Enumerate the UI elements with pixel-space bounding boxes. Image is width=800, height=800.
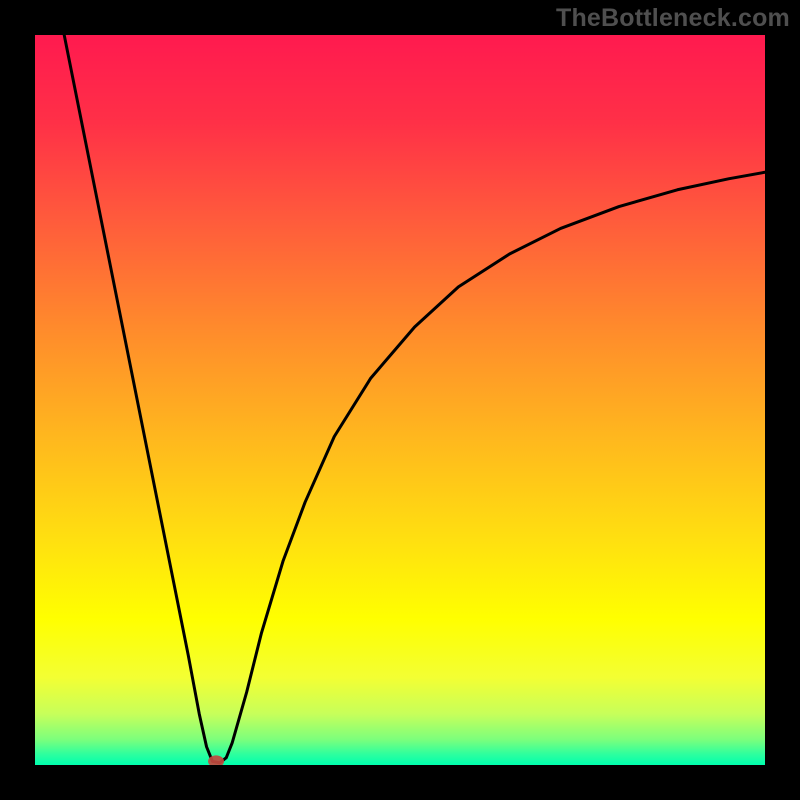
curve-layer <box>35 35 765 765</box>
chart-frame: TheBottleneck.com <box>0 0 800 800</box>
plot-area <box>35 35 765 765</box>
curve-path <box>64 35 765 763</box>
watermark-text: TheBottleneck.com <box>556 4 790 33</box>
